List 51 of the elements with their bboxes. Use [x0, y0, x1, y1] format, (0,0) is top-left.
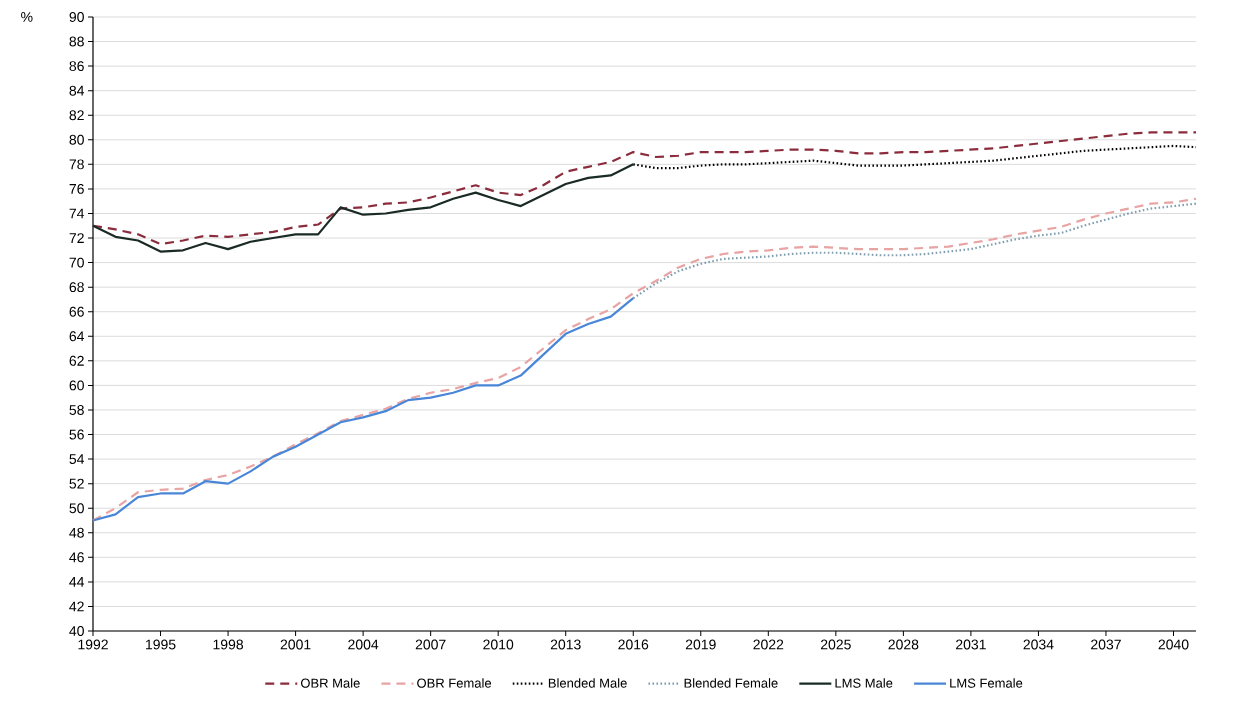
y-tick-label: 84 [69, 85, 85, 96]
y-tick-label: 86 [69, 61, 84, 72]
legend-label: LMS Male [835, 678, 893, 688]
legend-label: LMS Female [950, 678, 1023, 688]
y-tick-label: 64 [69, 331, 85, 342]
legend-label: Blended Female [684, 678, 778, 688]
x-tick-label: 2013 [550, 639, 581, 650]
y-tick-label: 76 [69, 183, 84, 194]
y-tick-label: 58 [69, 404, 84, 415]
y-tick-label: 46 [69, 552, 84, 563]
x-tick-label: 1998 [213, 639, 244, 650]
y-tick-label: 62 [69, 355, 84, 366]
y-tick-label: 72 [69, 233, 84, 243]
y-tick-label: 70 [69, 257, 84, 268]
y-tick-label: 82 [69, 110, 84, 121]
x-tick-label: 2031 [956, 639, 986, 650]
y-tick-label: 60 [69, 380, 84, 391]
y-tick-label: 42 [69, 601, 84, 612]
x-tick-label: 2001 [280, 639, 311, 650]
x-tick-label: 2010 [483, 639, 514, 650]
x-tick-label: 2007 [415, 639, 446, 650]
x-tick-label: 2022 [753, 639, 784, 650]
y-tick-label: 68 [69, 282, 84, 293]
x-tick-label: 2037 [1091, 639, 1121, 650]
y-tick-label: 78 [69, 159, 84, 170]
y-axis-title: % [21, 12, 33, 22]
y-tick-label: 80 [69, 134, 84, 145]
y-tick-label: 74 [69, 208, 85, 219]
x-tick-label: 1992 [78, 639, 108, 650]
y-tick-label: 66 [69, 306, 84, 317]
x-tick-label: 2025 [820, 639, 851, 650]
y-tick-label: 40 [69, 626, 84, 636]
line-series [91, 163, 635, 253]
x-tick-label: 2004 [348, 639, 379, 650]
y-tick-label: 52 [69, 478, 84, 489]
y-tick-label: 90 [69, 12, 84, 22]
x-tick-label: 2019 [685, 639, 716, 650]
x-tick-label: 2040 [1158, 639, 1189, 650]
x-tick-label: 2034 [1023, 639, 1054, 650]
x-tick-label: 2028 [888, 639, 919, 650]
y-tick-label: 50 [69, 503, 84, 514]
y-tick-label: 88 [69, 36, 84, 47]
legend-label: OBR Male [300, 678, 360, 688]
x-tick-label: 2016 [618, 639, 649, 650]
legend-label: OBR Female [417, 678, 492, 688]
y-tick-label: 54 [69, 454, 85, 464]
y-tick-label: 56 [69, 429, 84, 440]
y-tick-label: 44 [69, 577, 85, 587]
legend-label: Blended Male [548, 678, 627, 688]
y-tick-label: 48 [69, 527, 84, 538]
x-tick-label: 1995 [146, 639, 176, 650]
